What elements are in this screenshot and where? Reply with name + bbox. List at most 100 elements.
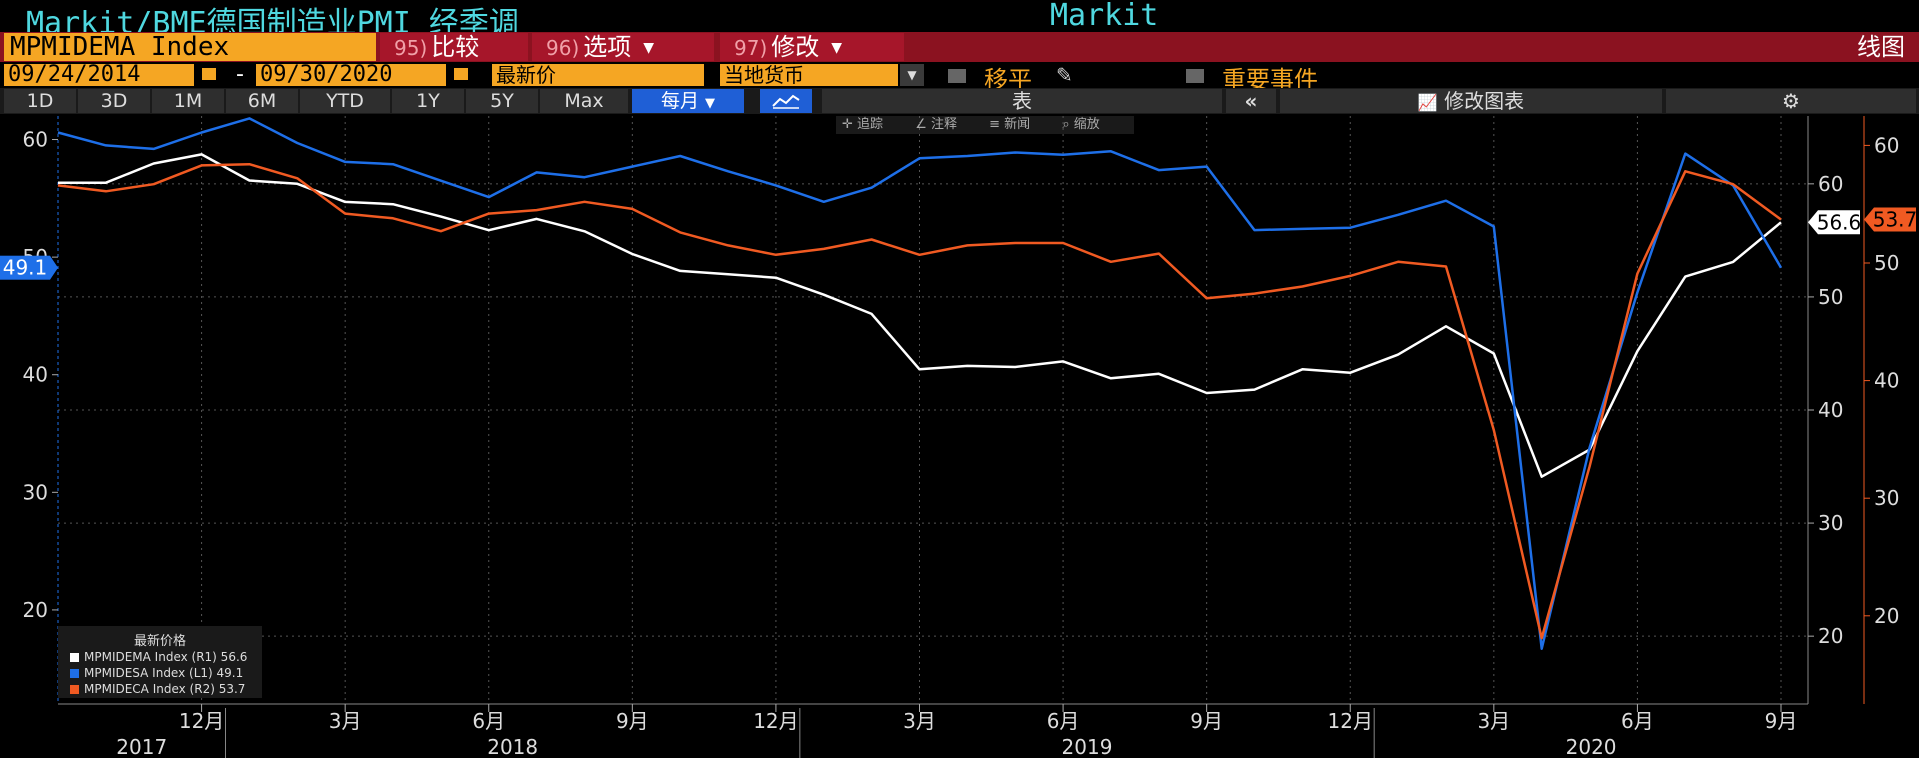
period-6m[interactable]: 6M	[226, 89, 298, 113]
collapse-icon[interactable]: «	[1226, 89, 1276, 113]
last-value-tag-r1: 56.6	[1817, 210, 1862, 234]
frequency-select[interactable]: 每月 ▼	[632, 89, 744, 113]
right1-tick-label: 40	[1818, 398, 1843, 422]
legend-item: MPMIDESA Index (L1) 49.1	[70, 665, 262, 681]
ticker-input[interactable]: MPMIDEMA Index	[4, 33, 376, 61]
left-tick-label: 20	[23, 598, 48, 622]
right2-tick-label: 20	[1874, 604, 1899, 628]
x-month-label: 12月	[179, 709, 224, 733]
track-tool[interactable]: ✛ 追踪	[842, 117, 884, 132]
right1-tick-label: 60	[1818, 172, 1843, 196]
period-5y[interactable]: 5Y	[466, 89, 538, 113]
frequency-label: 每月	[660, 90, 699, 112]
x-month-label: 3月	[329, 709, 362, 733]
legend-label: MPMIDEMA Index (R1) 56.6	[84, 650, 248, 664]
chevron-down-icon: ▼	[643, 40, 655, 56]
options-button[interactable]: 96) 选项 ▼	[532, 33, 714, 61]
annotate-tool[interactable]: ∠ 注释	[915, 117, 957, 132]
zoom-tool[interactable]: ⌕ 缩放	[1062, 117, 1100, 132]
price-field-select[interactable]: 最新价	[492, 64, 704, 86]
date-separator: -	[236, 62, 244, 87]
x-month-label: 9月	[616, 709, 649, 733]
last-value-tag-r2-bg	[1864, 207, 1916, 232]
series-line-mpmideca-index	[57, 162, 1782, 640]
period-1y[interactable]: 1Y	[392, 89, 464, 113]
edit-chart-label: 修改图表	[1444, 89, 1525, 113]
legend-swatch	[70, 653, 79, 662]
options-num: 96)	[546, 36, 580, 60]
x-year-label: 2020	[1566, 735, 1617, 758]
last-value-tag-l1-arrow	[50, 255, 58, 280]
left-tick-label: 30	[23, 480, 48, 504]
news-label: 新闻	[1004, 117, 1031, 132]
table-button[interactable]: 表	[822, 89, 1222, 113]
period-1m[interactable]: 1M	[152, 89, 224, 113]
period-ytd[interactable]: YTD	[300, 89, 390, 113]
calendar-icon[interactable]	[452, 66, 470, 82]
last-value-tag-l1: 49.1	[3, 256, 48, 280]
end-date-field[interactable]: 09/30/2020	[256, 64, 446, 86]
x-month-label: 9月	[1190, 709, 1223, 733]
legend-item: MPMIDEMA Index (R1) 56.6	[70, 649, 262, 665]
edit-label: 修改	[771, 33, 820, 61]
legend-title: 最新价格	[133, 634, 186, 649]
compare-num: 95)	[394, 36, 428, 60]
edit-num: 97)	[734, 36, 768, 60]
last-value-tag-l1-bg	[0, 255, 50, 280]
legend: 最新价格 MPMIDEMA Index (R1) 56.6 MPMIDESA I…	[58, 626, 262, 698]
chart-edit-icon: 📈	[1417, 93, 1438, 112]
period-3d[interactable]: 3D	[78, 89, 150, 113]
edit-button[interactable]: 97) 修改 ▼	[720, 33, 904, 61]
x-year-label: 2017	[116, 735, 167, 758]
right2-tick-label: 30	[1874, 486, 1899, 510]
legend-swatch	[70, 685, 79, 694]
news-tool[interactable]: ≡ 新闻	[989, 117, 1031, 132]
chevron-down-icon[interactable]: ▼	[900, 64, 924, 86]
x-month-label: 12月	[753, 709, 798, 733]
annotate-label: 注释	[930, 117, 957, 132]
x-month-label: 6月	[1621, 709, 1654, 733]
x-month-label: 12月	[1328, 709, 1373, 733]
right1-tick-label: 30	[1818, 511, 1843, 535]
compare-label: 比较	[431, 33, 480, 61]
x-year-label: 2019	[1062, 735, 1113, 758]
data-source: Markit	[1050, 0, 1159, 33]
key-events-checkbox[interactable]	[1186, 69, 1204, 83]
moving-avg-checkbox[interactable]	[948, 69, 966, 83]
x-month-label: 3月	[903, 709, 936, 733]
right2-tick-label: 40	[1874, 369, 1899, 393]
x-month-label: 6月	[1047, 709, 1080, 733]
period-max[interactable]: Max	[540, 89, 628, 113]
chart-kind-label[interactable]: 线图	[1857, 33, 1905, 61]
legend-swatch	[70, 669, 79, 678]
calendar-icon[interactable]	[200, 66, 218, 82]
period-1d[interactable]: 1D	[4, 89, 76, 113]
legend-item: MPMIDECA Index (R2) 53.7	[70, 681, 262, 697]
left-tick-label: 60	[23, 128, 48, 152]
edit-chart-button[interactable]: 📈 修改图表	[1280, 89, 1662, 113]
chevron-down-icon: ▼	[705, 96, 716, 111]
zoom-label: 缩放	[1073, 117, 1100, 132]
x-month-label: 9月	[1765, 709, 1798, 733]
right2-tick-label: 50	[1874, 251, 1899, 275]
title-bar: Markit/BME德国制造业PMI 经季调 Markit	[0, 0, 1919, 41]
x-month-label: 6月	[472, 709, 505, 733]
legend-label: MPMIDESA Index (L1) 49.1	[84, 666, 244, 680]
series-line-mpmidema-index	[58, 153, 1782, 478]
gear-icon[interactable]: ⚙	[1666, 89, 1916, 113]
last-value-tag-r1-bg	[1808, 210, 1860, 235]
compare-button[interactable]: 95) 比较	[380, 33, 528, 61]
series-line-mpmidesa-index	[57, 117, 1783, 650]
track-label: 追踪	[857, 117, 884, 132]
start-date-field[interactable]: 09/24/2014	[4, 64, 194, 86]
right1-tick-label: 50	[1818, 285, 1843, 309]
pencil-icon[interactable]: ✎	[1056, 63, 1073, 87]
left-tick-label: 40	[23, 363, 48, 387]
x-year-label: 2018	[487, 735, 538, 758]
chart-mini-toolbar: ✛ 追踪 ∠ 注释 ≡ 新闻 ⌕ 缩放	[836, 116, 1134, 134]
right2-tick-label: 60	[1874, 133, 1899, 157]
line-chart-icon[interactable]	[760, 89, 812, 113]
currency-select[interactable]: 当地货币	[720, 64, 898, 86]
chevron-down-icon: ▼	[831, 40, 843, 56]
